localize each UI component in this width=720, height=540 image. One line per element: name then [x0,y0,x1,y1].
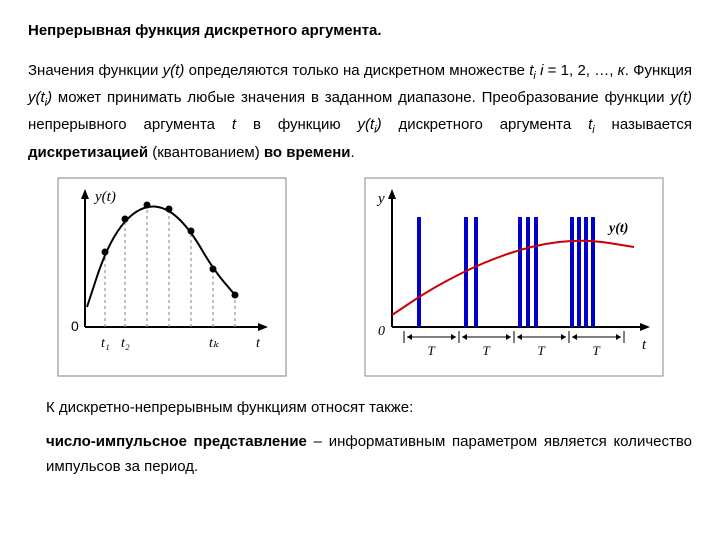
para-pulse-repr: число-импульсное представление – информа… [46,429,692,480]
txt: может принимать любые значения в заданно… [52,89,670,106]
chart-left: y(t) 0 t₁ t₂ tₖ t [57,177,287,377]
sym-yt: y(t) [163,62,185,79]
para-subtypes: К дискретно-непрерывным функциям относят… [46,395,692,421]
txt: (квантованием) [148,144,264,161]
txt: непрерывного аргумента [28,116,232,133]
txt: называется [595,116,692,133]
sym-yt2: y(t) [670,89,692,106]
term-time: во времени [264,144,351,161]
svg-text:y(t): y(t) [607,221,628,236]
svg-text:t₁: t₁ [101,336,110,351]
txt: . [351,144,355,161]
txt: . Функция [625,62,692,79]
sym-yti2: y(t [357,116,374,133]
term-discretization: дискретизацией [28,144,148,161]
sym-ti-sub: i [533,70,535,82]
sym-yti: y(t [28,89,45,106]
txt: = 1, 2, …, [543,62,617,79]
term-pulse-repr: число-импульсное представление [46,433,307,450]
svg-text:t: t [256,336,261,351]
svg-text:0: 0 [378,324,385,339]
svg-text:tₖ: tₖ [209,336,220,351]
svg-text:y: y [376,191,385,207]
sampling-chart: y(t) 0 t₁ t₂ tₖ t [57,177,287,377]
sym-k: к [618,62,625,79]
txt: в функцию [236,116,357,133]
svg-text:0: 0 [71,318,79,334]
svg-text:t₂: t₂ [121,336,130,351]
svg-text:T: T [537,343,545,358]
txt: дискретного аргумента [382,116,589,133]
main-paragraph: Значения функции y(t) определяются тольк… [28,58,692,166]
heading: Непрерывная функция дискретного аргумент… [28,18,692,44]
txt: определяются только на дискретном множес… [184,62,529,79]
svg-text:T: T [592,343,600,358]
svg-text:y(t): y(t) [93,189,116,205]
svg-text:t: t [642,337,647,353]
charts-row: y(t) 0 t₁ t₂ tₖ t y 0 t y(t) T T T T [28,177,692,377]
txt: Значения функции [28,62,163,79]
svg-text:T: T [482,343,490,358]
txt: – [307,433,329,450]
svg-text:T: T [427,343,435,358]
pulse-chart: y 0 t y(t) T T T T [364,177,664,377]
chart-right: y 0 t y(t) T T T T [364,177,664,377]
